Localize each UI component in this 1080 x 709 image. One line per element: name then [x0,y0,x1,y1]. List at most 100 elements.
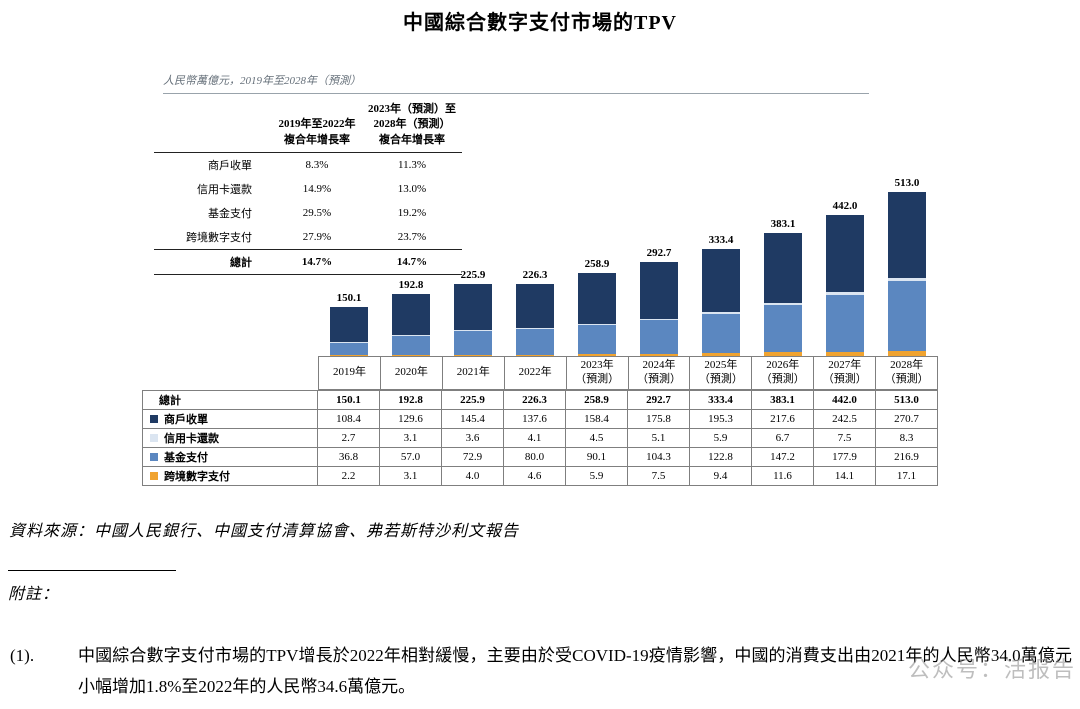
cagr-corner-cell [154,100,272,153]
table-series-value: 7.5 [627,465,690,486]
cagr-table: 2019年至2022年 複合年增長率 2023年（預測）至 2028年（預測） … [154,100,462,276]
bar-segment [578,323,616,326]
bar-total-label: 333.4 [708,234,734,247]
table-series-value: 195.3 [689,408,752,429]
table-series-value: 90.1 [565,446,628,467]
bar-segment [888,278,926,282]
table-series-value: 137.6 [503,408,566,429]
bar-column: 333.4 [690,234,752,356]
bar-total-label: 150.1 [336,291,362,304]
bar-segment [702,311,740,314]
table-series-value: 5.9 [689,427,752,448]
bar-stack [454,283,492,356]
cagr-value-2023-2028: 11.3% [397,159,426,172]
table-series-row: 跨境數字支付 2.2 3.1 4.0 4.6 5.9 7.5 9.4 11.6 14.1 17.1 [142,465,938,486]
table-series-value: 270.7 [875,408,938,429]
notes-label: 附註： [8,586,60,603]
table-series-value: 11.6 [751,465,814,486]
bar-segment [640,320,678,354]
bar-segment [516,327,554,329]
cagr-row-label: 基金支付 [208,208,252,221]
year-label: 2024年 （預測） [628,357,691,390]
bar-total-label: 383.1 [770,218,796,231]
bar-total-label: 258.9 [584,258,610,271]
bar-column: 442.0 [814,200,876,356]
cagr-value-2019-2022: 29.5% [302,207,332,220]
year-label: 2027年 （預測） [814,357,877,390]
table-series-value: 5.9 [565,465,628,486]
tpv-figure: 人民幣萬億元，2019年至2028年（預測） 2019年至2022年 複合年增長… [142,72,939,486]
cagr-row: 跨境數字支付 27.9% 23.7% [154,225,462,250]
bar-total-label: 513.0 [894,176,920,189]
cagr-value-2023-2028: 23.7% [397,231,427,244]
table-total-value: 225.9 [441,389,504,410]
legend-cell: 商戶收單 [142,408,318,429]
bar-segment [764,305,802,353]
table-series-value: 4.0 [441,465,504,486]
table-total-legend-cell: 總計 [142,389,318,410]
year-label: 2019年 [319,357,381,390]
bar-segment [330,306,368,342]
bar-stack [578,273,616,356]
table-total-value: 226.3 [503,389,566,410]
bar-segment [454,354,492,356]
bar-segment [454,330,492,332]
table-total-value: 192.8 [379,389,442,410]
table-series-value: 3.1 [379,427,442,448]
bar-segment [330,341,368,343]
table-series-value: 216.9 [875,446,938,467]
bar-segment [516,283,554,328]
table-series-value: 17.1 [875,465,938,486]
bar-segment [578,325,616,355]
table-series-value: 4.6 [503,465,566,486]
bar-column: 258.9 [566,258,628,356]
table-series-value: 145.4 [441,408,504,429]
footnote-1-text: 中國綜合數字支付市場的TPV增長於2022年相對緩慢，主要由於受COVID-19… [78,646,1072,697]
table-total-value: 383.1 [751,389,814,410]
cagr-total-2023-2028: 14.7% [362,249,462,276]
bar-segment [826,351,864,356]
bar-segment [640,353,678,356]
bar-segment [516,328,554,355]
table-series-value: 8.3 [875,427,938,448]
cagr-row-label: 跨境數字支付 [186,232,252,245]
bar-stack [702,249,740,356]
legend-swatch [150,452,158,461]
data-table: 總計 150.1 192.8 225.9 226.3 258.9 292.7 333.4 383… [142,389,938,486]
cagr-total-2019-2022: 14.7% [272,249,362,276]
table-series-value: 80.0 [503,446,566,467]
cagr-value-2019-2022: 8.3% [305,159,329,172]
table-series-value: 6.7 [751,427,814,448]
cagr-row: 商戶收單 8.3% 11.3% [154,153,462,178]
bar-segment [702,353,740,356]
table-series-value: 14.1 [813,465,876,486]
table-series-value: 175.8 [627,408,690,429]
cagr-value-2023-2028: 13.0% [397,183,427,196]
table-total-row: 總計 150.1 192.8 225.9 226.3 258.9 292.7 333.4 383… [142,389,938,410]
bar-segment [888,191,926,279]
table-total-value: 442.0 [813,389,876,410]
legend-label: 信用卡還款 [164,432,219,445]
bar-segment [764,233,802,304]
legend-label: 商戶收單 [164,413,208,426]
bar-segment [764,352,802,356]
bar-segment [330,354,368,356]
bar-segment [888,350,926,356]
year-label: 2021年 [442,357,505,390]
bar-segment [702,249,740,312]
page-title: 中國綜合數字支付市場的TPV [403,12,677,34]
cagr-value-2023-2028: 19.2% [397,207,427,220]
cagr-col2-header: 2023年（預測）至 2028年（預測） 複合年增長率 [368,103,456,146]
bar-column: 226.3 [504,269,566,356]
bar-total-label: 292.7 [646,247,672,260]
table-total-label: 總計 [159,394,181,407]
table-series-value: 177.9 [813,446,876,467]
cagr-row: 信用卡還款 14.9% 13.0% [154,177,462,201]
table-series-value: 57.0 [379,446,442,467]
table-series-row: 商戶收單 108.4 129.6 145.4 137.6 158.4 175.8 195.3 2… [142,408,938,429]
bar-total-label: 192.8 [398,278,424,291]
legend-label: 跨境數字支付 [164,470,230,483]
data-table-body: 總計 150.1 192.8 225.9 226.3 258.9 292.7 333.4 383… [142,389,938,486]
table-series-value: 4.5 [565,427,628,448]
